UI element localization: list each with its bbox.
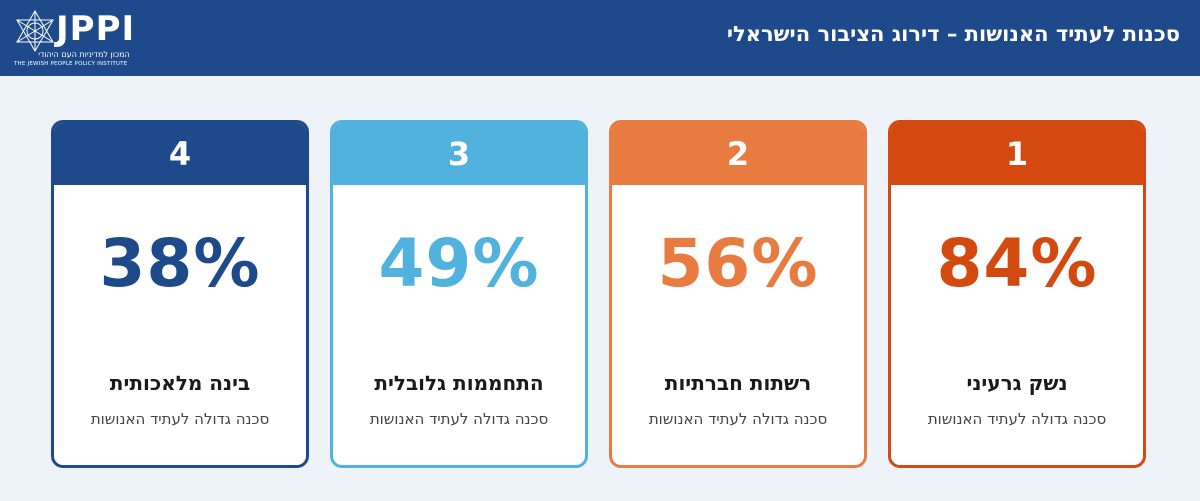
- logo-subtitle-hebrew: המכון למדיניות העם היהודי: [38, 50, 130, 59]
- category-label: נשק גרעיני: [966, 371, 1068, 395]
- category-sublabel: סכנה גדולה לעתיד האנושות: [90, 410, 270, 428]
- jppi-logo: JPPI המכון למדיניות העם היהודי THE JEWIS…: [12, 6, 152, 70]
- page-title: סכנות לעתיד האנושות – דירוג הציבור הישרא…: [726, 22, 1180, 46]
- logo-subtitle-english: THE JEWISH PEOPLE POLICY INSTITUTE: [14, 61, 128, 67]
- header-bar: JPPI המכון למדיניות העם היהודי THE JEWIS…: [0, 0, 1200, 76]
- rank-card: 4 38% בינה מלאכותית סכנה גדולה לעתיד האנושו…: [51, 120, 309, 468]
- rank-card: 3 49% התחממות גלובלית סכנה גדולה לעתיד האנו…: [330, 120, 588, 468]
- rank-number: 3: [333, 123, 585, 185]
- rank-number: 2: [612, 123, 864, 185]
- logo-wordmark: JPPI: [56, 9, 136, 49]
- category-label: בינה מלאכותית: [109, 371, 251, 395]
- rank-number: 1: [891, 123, 1143, 185]
- category-label: התחממות גלובלית: [374, 371, 544, 395]
- rank-card: 1 84% נשק גרעיני סכנה גדולה לעתיד האנושות: [888, 120, 1146, 468]
- rank-card: 2 56% רשתות חברתיות סכנה גדולה לעתיד האנושו…: [609, 120, 867, 468]
- category-sublabel: סכנה גדולה לעתיד האנושות: [927, 410, 1107, 428]
- percent-value: 56%: [657, 225, 819, 302]
- category-sublabel: סכנה גדולה לעתיד האנושות: [648, 410, 828, 428]
- category-label: רשתות חברתיות: [664, 371, 812, 395]
- star-of-david-icon: [16, 10, 54, 52]
- category-sublabel: סכנה גדולה לעתיד האנושות: [369, 410, 549, 428]
- percent-value: 38%: [99, 225, 261, 302]
- percent-value: 49%: [378, 225, 540, 302]
- rank-number: 4: [54, 123, 306, 185]
- percent-value: 84%: [936, 225, 1098, 302]
